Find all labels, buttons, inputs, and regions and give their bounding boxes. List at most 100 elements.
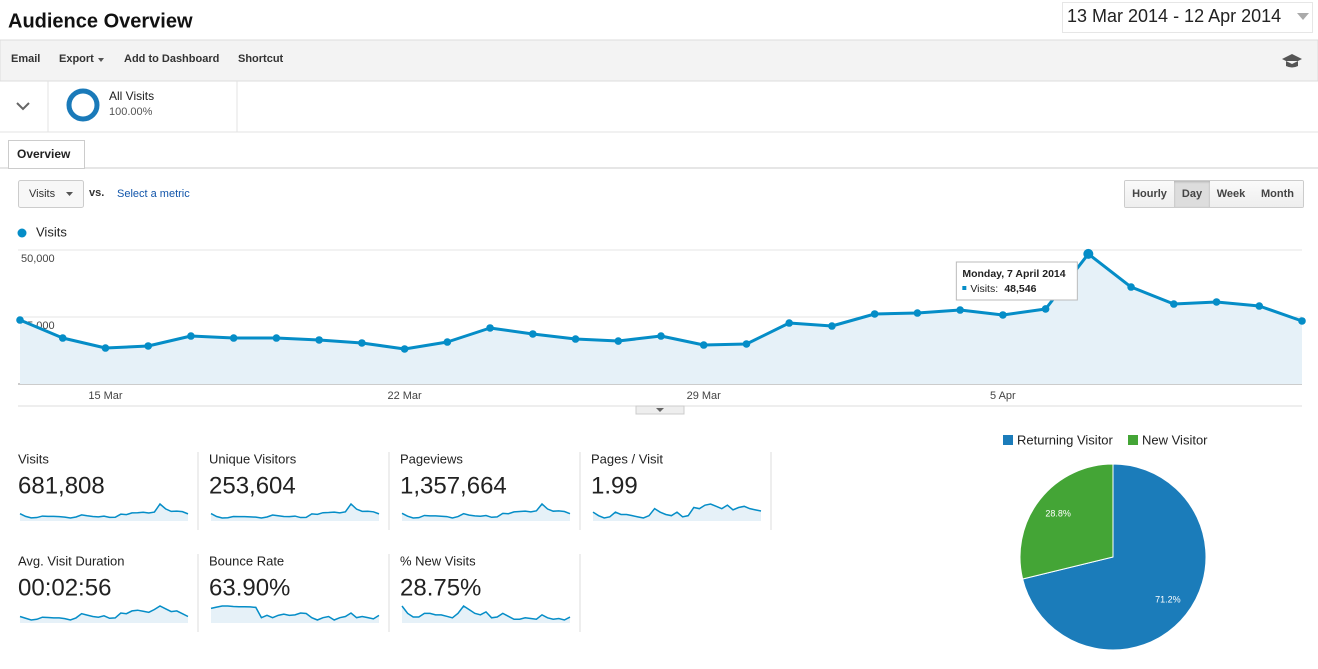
granularity-button[interactable]: Hourly — [1125, 181, 1175, 207]
granularity-button[interactable]: Day — [1174, 181, 1211, 207]
date-box[interactable] — [1062, 2, 1313, 33]
point[interactable] — [956, 306, 964, 314]
pie-label: 28.8% — [1045, 508, 1071, 518]
metric-name: % New Visits — [400, 553, 476, 568]
area — [20, 253, 1302, 384]
point[interactable] — [358, 339, 366, 347]
tab[interactable] — [8, 140, 85, 169]
pie-slice[interactable] — [1022, 463, 1207, 651]
point[interactable] — [486, 324, 494, 332]
point[interactable] — [1298, 317, 1306, 325]
y-tick-label: 50,000 — [21, 253, 55, 265]
tooltip-box — [955, 261, 1078, 301]
segment-donut — [66, 88, 100, 122]
sparkline-area — [211, 606, 379, 623]
point[interactable] — [1127, 283, 1135, 291]
point[interactable] — [1041, 305, 1050, 313]
point[interactable] — [999, 311, 1007, 319]
pie-label: 71.2% — [1155, 594, 1181, 604]
point[interactable] — [657, 332, 665, 340]
legend-label: Visits — [36, 224, 67, 239]
toolbar-item[interactable]: Shortcut — [238, 53, 284, 65]
metric-value: 1.99 — [591, 472, 638, 499]
segment-toggle[interactable] — [16, 102, 30, 111]
tooltip-title: Monday, 7 April 2014 — [962, 268, 1065, 280]
point[interactable] — [785, 319, 793, 327]
tooltip-marker — [962, 286, 967, 290]
sparkline — [210, 502, 380, 519]
point[interactable] — [1255, 302, 1264, 310]
toolbar-item[interactable]: Email — [11, 53, 41, 65]
metric-value: 28.75% — [400, 574, 481, 601]
metric-name: Bounce Rate — [209, 553, 284, 568]
toolbar-item[interactable]: Export — [59, 53, 94, 65]
point[interactable] — [187, 332, 195, 340]
metric-value: 253,604 — [209, 472, 296, 499]
date-range: 13 Mar 2014 - 12 Apr 2014 — [1067, 6, 1281, 26]
toolbar-band — [0, 39, 1318, 82]
x-tick-label: 15 Mar — [88, 390, 123, 402]
metric-name: Pages / Visit — [591, 451, 663, 466]
segment-name: All Visits — [109, 89, 154, 103]
page-title: Audience Overview — [8, 10, 193, 32]
sparkline — [592, 503, 762, 519]
sparkline — [210, 605, 380, 621]
legend-marker — [1128, 435, 1138, 445]
legend-marker — [1003, 435, 1013, 445]
metric-value: 00:02:56 — [18, 574, 111, 601]
point[interactable] — [870, 310, 879, 318]
export-arrow — [98, 58, 104, 62]
metric-value: 63.90% — [209, 574, 290, 601]
point[interactable] — [614, 337, 623, 345]
date-arrow — [1297, 13, 1309, 20]
point[interactable] — [699, 341, 708, 349]
point[interactable] — [144, 342, 152, 350]
point[interactable] — [101, 344, 110, 352]
point[interactable] — [913, 309, 922, 317]
tab-label[interactable]: Overview — [17, 147, 71, 161]
point[interactable] — [1170, 300, 1178, 308]
sparkline-area — [402, 606, 570, 623]
metric-dropdown[interactable] — [18, 180, 84, 208]
x-tick-label: 29 Mar — [687, 390, 722, 402]
point[interactable] — [828, 322, 836, 330]
legend-marker — [17, 228, 27, 238]
tooltip-value: 48,546 — [1004, 283, 1036, 295]
point[interactable] — [1212, 298, 1221, 306]
metric-value: 681,808 — [18, 472, 105, 499]
sparkline — [401, 502, 571, 519]
point[interactable] — [272, 334, 281, 342]
metric-name: Visits — [18, 451, 49, 466]
sparkline — [19, 605, 189, 621]
toolbar-item[interactable]: Add to Dashboard — [124, 53, 220, 65]
pie-slice[interactable] — [1019, 463, 1114, 580]
point[interactable] — [742, 340, 751, 348]
metric-value: 1,357,664 — [400, 472, 507, 499]
point[interactable] — [529, 330, 537, 338]
metric-selected[interactable]: Visits — [29, 188, 56, 200]
sparkline-area — [211, 504, 379, 521]
granularity-button[interactable]: Week — [1210, 181, 1253, 207]
point[interactable] — [400, 345, 409, 353]
dropdown-arrow — [66, 192, 73, 196]
help-icon[interactable] — [1282, 54, 1302, 68]
x-tick-label: 5 Apr — [990, 390, 1016, 402]
metric-name: Unique Visitors — [209, 451, 297, 466]
metric-name: Avg. Visit Duration — [18, 553, 124, 568]
point[interactable] — [315, 336, 323, 344]
metric-name: Pageviews — [400, 451, 463, 466]
point[interactable] — [443, 338, 452, 346]
sparkline — [401, 604, 571, 621]
point[interactable] — [58, 334, 67, 342]
point[interactable] — [229, 334, 238, 342]
point[interactable] — [571, 335, 580, 343]
granularity-group: Hourly Day Week Month — [1124, 180, 1304, 208]
granularity-button[interactable]: Month — [1252, 181, 1303, 207]
legend-label: Returning Visitor — [1017, 432, 1114, 447]
x-tick-label: 22 Mar — [387, 390, 422, 402]
point[interactable] — [16, 316, 24, 324]
select-metric-link[interactable]: Select a metric — [117, 188, 190, 200]
point[interactable] — [1083, 248, 1094, 259]
